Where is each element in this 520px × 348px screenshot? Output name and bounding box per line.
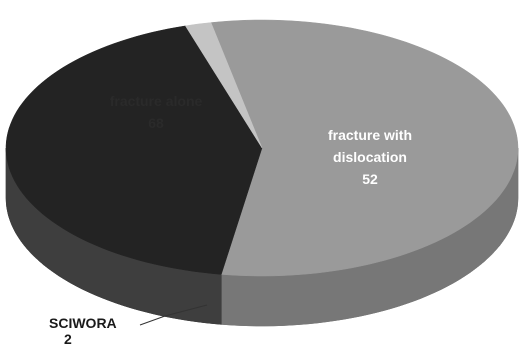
label-sciwora: SCIWORA [49,315,117,331]
pie-slice-fracture-alone [210,19,519,277]
label-sciwora-value: 2 [64,331,72,347]
label-fracture-with-dislocation: fracture with dislocation 52 [328,127,412,187]
label-fracture-alone: fracture alone 68 [110,93,203,131]
pie-labels: fracture alone 68 fracture with dislocation… [49,93,412,347]
pie-slice-fracture-with-dislocation [5,25,263,275]
pie-top-faces [5,19,519,277]
sciwora-leader-line [139,304,208,326]
pie-slice-sciwora [184,22,263,149]
